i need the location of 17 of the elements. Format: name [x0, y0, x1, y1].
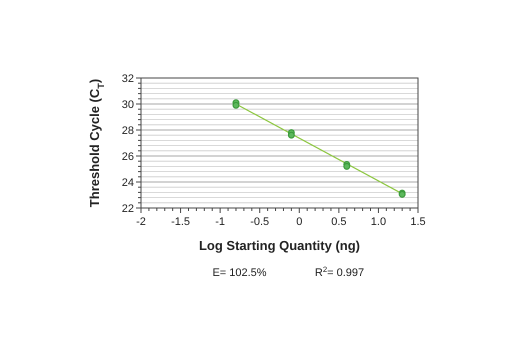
x-tick-label: 1.5 — [410, 216, 426, 228]
x-tick-label: -2 — [136, 216, 146, 228]
y-tick-label: 24 — [122, 176, 134, 189]
y-tick-label: 28 — [122, 124, 134, 137]
x-tick-label: 1.0 — [370, 216, 386, 228]
x-tick-label: -0.5 — [250, 216, 270, 228]
text: R$^{2}$= 0.997 — [314, 264, 364, 279]
x-tick-label: 0.5 — [331, 216, 347, 228]
x-axis-title: Log Starting Quantity (ng) — [198, 238, 360, 253]
y-tick-label: 22 — [122, 202, 134, 215]
x-tick-label: 0 — [296, 216, 302, 228]
x-tick-label: -1 — [215, 216, 226, 228]
text: E= 102.5% — [212, 267, 267, 279]
y-tick-label: 30 — [122, 98, 134, 111]
x-tick-label: -1.5 — [171, 216, 190, 228]
y-tick-label: 32 — [122, 72, 134, 85]
y-tick-label: 26 — [122, 150, 134, 163]
